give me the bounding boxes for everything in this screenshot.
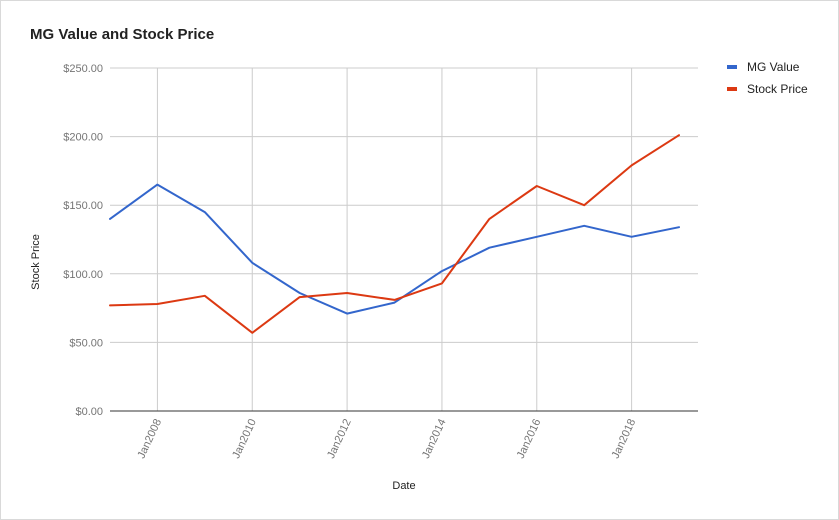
y-tick-label: $250.00 xyxy=(63,63,103,75)
x-tick-label: Jan2010 xyxy=(230,417,259,460)
chart-title: MG Value and Stock Price xyxy=(30,26,215,43)
x-tick-label: Jan2016 xyxy=(515,417,544,460)
x-tick-label: Jan2018 xyxy=(610,417,639,460)
series-lines xyxy=(109,134,680,334)
legend-swatch xyxy=(727,65,737,69)
grid-lines xyxy=(110,67,698,411)
x-tick-label: Jan2014 xyxy=(420,417,449,460)
legend-label: Stock Price xyxy=(747,82,808,96)
y-axis-title: Stock Price xyxy=(30,234,42,290)
x-tick-labels: Jan2008 Jan2010 Jan2012 Jan2014 Jan2016 Jan20… xyxy=(135,417,638,460)
x-tick-label: Jan2008 xyxy=(135,417,164,460)
x-axis-title: Date xyxy=(392,480,415,492)
legend-swatch xyxy=(727,87,737,91)
y-tick-label: $150.00 xyxy=(63,200,103,212)
legend: MG Value Stock Price xyxy=(727,60,808,96)
y-tick-labels: $0.00 $50.00 $100.00 $150.00 $200.00 $250.00 xyxy=(63,63,103,418)
x-tick-label: Jan2012 xyxy=(325,417,354,460)
series-line-stock-price xyxy=(109,134,680,334)
y-tick-label: $200.00 xyxy=(63,132,103,144)
legend-label: MG Value xyxy=(747,60,800,74)
series-line-mg-value xyxy=(109,183,680,315)
y-tick-label: $50.00 xyxy=(69,337,103,349)
y-tick-label: $0.00 xyxy=(75,406,103,418)
y-tick-label: $100.00 xyxy=(63,269,103,281)
